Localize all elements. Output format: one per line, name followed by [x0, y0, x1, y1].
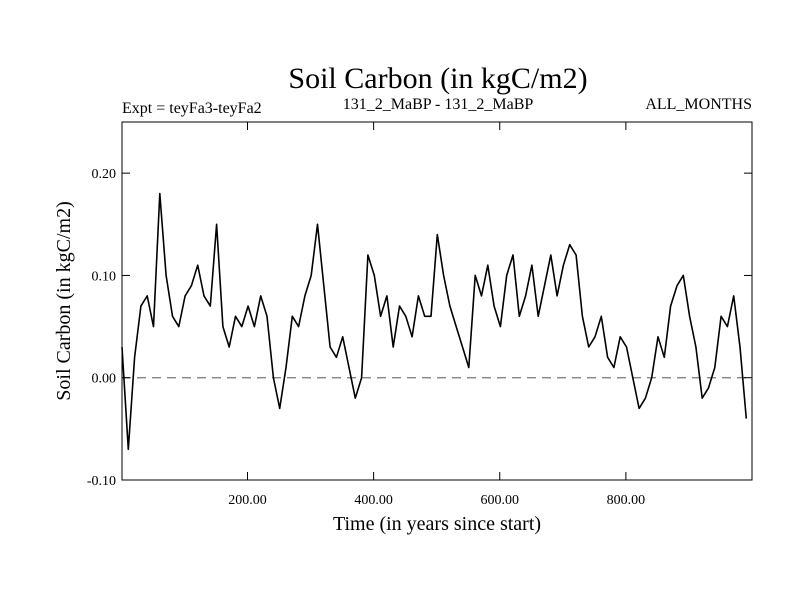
plot-frame — [121, 121, 753, 481]
x-axis-title: Time (in years since start) — [333, 513, 541, 535]
months-label: ALL_MONTHS — [645, 96, 752, 113]
chart-title: Soil Carbon (in kgC/m2) — [288, 62, 587, 95]
period-label: 131_2_MaBP - 131_2_MaBP — [343, 96, 534, 113]
y-tick-label: 0.10 — [92, 269, 117, 284]
x-tick-label: 400.00 — [354, 493, 393, 508]
experiment-label: Expt = teyFa3-teyFa2 — [122, 100, 262, 117]
y-tick-label: -0.10 — [87, 474, 116, 489]
x-tick-label: 800.00 — [607, 493, 646, 508]
x-tick-label: 200.00 — [228, 493, 267, 508]
y-tick-label: 0.20 — [92, 167, 117, 182]
y-tick-label: 0.00 — [92, 372, 117, 387]
soil-carbon-series-line — [121, 192, 748, 451]
y-axis-ticks: -0.10 0.00 0.10 0.20 — [87, 167, 752, 489]
y-axis-title: Soil Carbon (in kgC/m2) — [53, 201, 75, 400]
x-axis-ticks: 200.00 400.00 600.00 800.00 — [228, 122, 645, 508]
x-tick-label: 600.00 — [480, 493, 519, 508]
